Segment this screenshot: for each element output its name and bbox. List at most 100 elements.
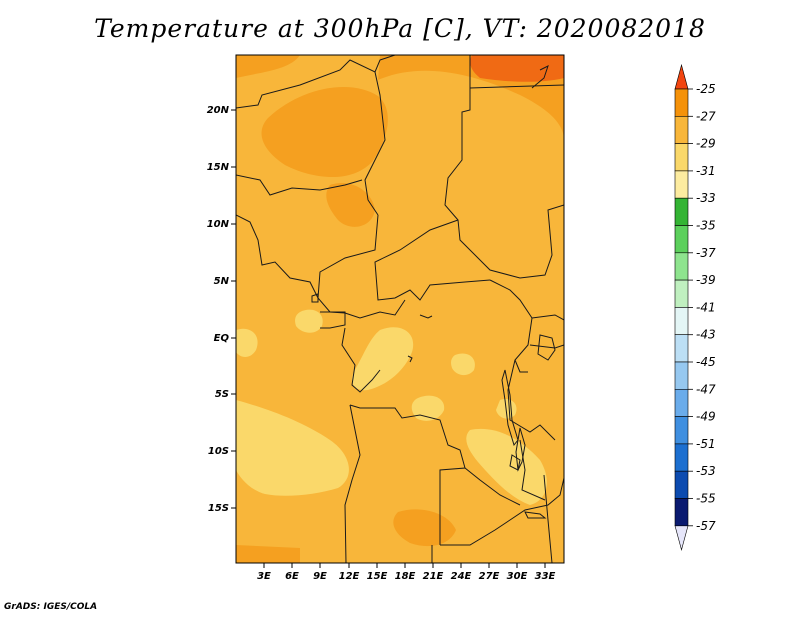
border-line (236, 214, 319, 299)
lon-label: 21E (423, 571, 444, 582)
border-line (440, 477, 564, 546)
latitude-axis: 20N 15N 10N 5N EQ 5S 10S 15S (207, 105, 236, 514)
colorbar-top-arrow (674, 63, 689, 90)
colorbar-label: -31 (696, 164, 716, 178)
border-line (344, 299, 406, 319)
warm-region (236, 55, 300, 78)
credit-text: GrADS: IGES/COLA (4, 602, 98, 612)
lake-outline (509, 454, 521, 471)
colorbar-label: -29 (696, 137, 716, 151)
colorbar-label: -27 (696, 109, 716, 123)
lat-label: EQ (214, 333, 230, 344)
colorbar-segment (674, 170, 689, 199)
colorbar-segment (674, 416, 689, 445)
border-line (341, 327, 381, 393)
river-line (419, 314, 433, 319)
border-line (514, 359, 528, 373)
border-line (464, 467, 521, 506)
warm-region (326, 182, 375, 227)
cool-region (236, 328, 258, 357)
border-line (444, 55, 564, 279)
colorbar-label: -55 (696, 492, 716, 506)
colorbar-label: -53 (696, 464, 716, 478)
border-line (469, 84, 564, 89)
lake-outline (311, 293, 319, 303)
colorbar-segment (674, 334, 689, 363)
colorbar-label: -57 (696, 519, 716, 533)
hot-region (470, 55, 564, 82)
colorbar-label: -51 (696, 437, 716, 451)
colorbar-label: -49 (696, 410, 716, 424)
border-line (374, 219, 491, 301)
lat-label: 15N (207, 162, 230, 173)
colorbar-label: -45 (696, 355, 716, 369)
lon-label: 33E (535, 571, 556, 582)
lon-label: 30E (507, 571, 528, 582)
border-line (349, 404, 466, 545)
colorbar-segment (674, 279, 689, 308)
colorbar-segment (674, 307, 689, 335)
cool-region (466, 428, 547, 505)
border-line (236, 55, 396, 109)
border-line (531, 314, 564, 321)
lon-label: 12E (339, 571, 360, 582)
colorbar-label: -33 (696, 191, 716, 205)
lon-label: 9E (313, 571, 327, 582)
colorbar-label: -43 (696, 328, 716, 342)
warm-region (261, 87, 388, 178)
longitude-axis: 3E 6E 9E 12E 15E 18E 21E 24E 27E 30E 33E (257, 563, 556, 582)
border-line (519, 439, 546, 501)
lat-label: 15S (208, 503, 229, 514)
colorbar-label: -35 (696, 219, 716, 233)
lon-label: 27E (479, 571, 500, 582)
colorbar: -25 -27 -29 -31 -33 -35 -37 -39 -41 -43 -45 -47 -49 -… (674, 63, 716, 551)
lat-label: 5N (214, 276, 230, 287)
colorbar-label: -41 (696, 300, 716, 314)
coastline (531, 65, 549, 89)
lat-label: 20N (207, 105, 230, 116)
warm-region (236, 545, 300, 563)
border-line (543, 474, 553, 563)
colorbar-segment (674, 252, 689, 281)
border-line (364, 71, 386, 216)
cool-region (451, 353, 475, 376)
chart-title: Temperature at 300hPa [C], VT: 202008201… (94, 14, 706, 43)
colorbar-segment (674, 498, 689, 527)
lake-outline (501, 369, 519, 447)
map-plot-area (235, 54, 565, 564)
colorbar-label: -25 (696, 82, 716, 96)
colorbar-segment (674, 443, 689, 472)
colorbar-segment (674, 388, 689, 417)
colorbar-segment (674, 88, 689, 117)
border-line (344, 404, 361, 563)
border-line (320, 311, 346, 329)
map-frame (235, 54, 565, 564)
colorbar-label: -47 (696, 382, 716, 396)
lon-label: 15E (367, 571, 388, 582)
lat-label: 10S (208, 446, 229, 457)
colorbar-label: -37 (696, 246, 716, 260)
colorbar-label: -39 (696, 273, 716, 287)
river-line (407, 355, 413, 363)
colorbar-segment (674, 361, 689, 390)
cool-region (295, 309, 323, 333)
lat-label: 10N (207, 219, 230, 230)
colorbar-segment (674, 197, 689, 226)
lat-label: 5S (215, 389, 229, 400)
colorbar-bottom-arrow (674, 525, 689, 551)
colorbar-segment (674, 116, 689, 144)
colorbar-segment (674, 143, 689, 172)
lon-label: 6E (285, 571, 299, 582)
cool-region (352, 327, 414, 391)
colorbar-segment (674, 470, 689, 499)
lon-label: 24E (451, 571, 472, 582)
cool-region (236, 400, 349, 496)
lon-label: 18E (395, 571, 416, 582)
border-line (236, 174, 363, 196)
country-borders (236, 55, 564, 563)
lon-label: 3E (257, 571, 271, 582)
lake-outline (524, 511, 547, 519)
lake-outline (537, 334, 556, 361)
colorbar-segment (674, 225, 689, 254)
